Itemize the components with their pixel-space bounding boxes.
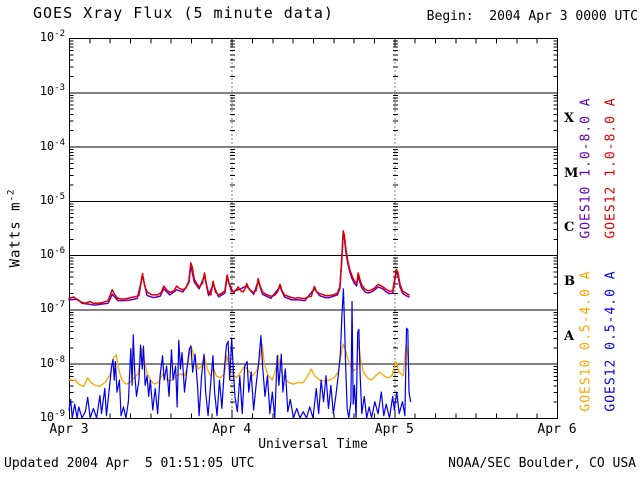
y-axis-title: Watts m-2 [6,188,24,268]
x-tick-label: Apr 6 [537,422,577,437]
x-tick-label: Apr 3 [49,422,89,437]
y-tick-label: 10-9 [39,409,65,424]
legend-goes12-0-5-4-0-a: GOES12 0.5-4.0 A [603,270,619,412]
updated-timestamp: Updated 2004 Apr 5 01:51:05 UTC [4,456,255,471]
flare-class-a: A [564,328,575,344]
y-tick-label: 10-5 [39,191,65,207]
flare-class-b: B [564,274,575,290]
y-tick-label: 10-2 [39,29,65,44]
flare-class-m: M [564,165,579,181]
y-tick-label: 10-7 [39,300,65,316]
y-tick-label: 10-8 [39,354,65,370]
flare-class-x: X [564,111,575,127]
flare-class-c: C [564,220,575,235]
y-axis-title-exponent: -2 [6,188,17,202]
source-attribution: NOAA/SEC Boulder, CO USA [448,456,636,471]
y-tick-label: 10-4 [39,137,65,153]
legend-goes10-0-5-4-0-a: GOES10 0.5-4.0 A [578,270,594,412]
series-goes12-0-5-4-0-a [68,288,412,419]
y-tick-label: 10-6 [39,246,65,262]
legend-goes12-1-0-8-0-a: GOES12 1.0-8.0 A [603,97,619,239]
x-tick-label: Apr 4 [212,422,252,437]
chart-title: GOES Xray Flux (5 minute data) [33,4,334,22]
legend-goes10-1-0-8-0-a: GOES10 1.0-8.0 A [578,97,594,239]
x-axis-title: Universal Time [258,437,368,452]
data-series [68,230,412,419]
series-goes12-1-0-8-0-a [68,230,410,304]
y-tick-label: 10-3 [39,83,65,99]
begin-time-label: Begin: 2004 Apr 3 0000 UTC [426,9,638,24]
series-goes10-1-0-8-0-a [68,231,410,306]
x-tick-label: Apr 5 [374,422,414,437]
